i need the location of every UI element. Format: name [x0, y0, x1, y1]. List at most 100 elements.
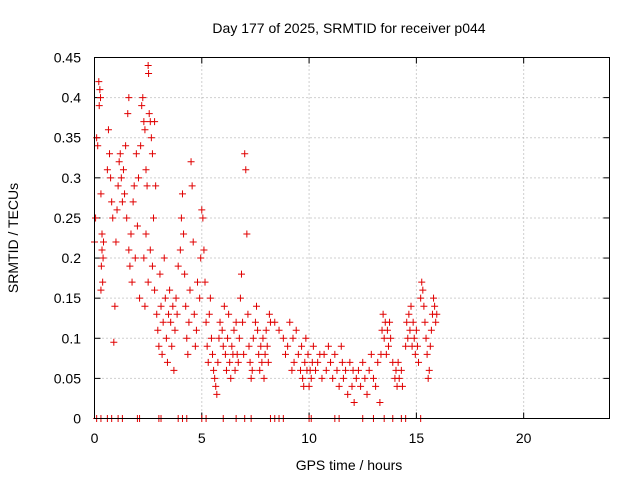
data-point	[144, 62, 152, 70]
data-point	[331, 350, 339, 358]
data-point	[207, 334, 215, 342]
x-tick-label: 20	[516, 430, 532, 446]
data-point	[329, 374, 337, 382]
data-point	[98, 246, 106, 254]
data-point	[425, 366, 433, 374]
data-point	[173, 310, 181, 318]
data-point	[125, 94, 133, 102]
data-point	[214, 358, 222, 366]
data-point	[297, 366, 304, 374]
data-point	[423, 350, 431, 358]
data-point	[189, 238, 197, 246]
data-point	[122, 142, 130, 150]
data-point	[426, 342, 434, 350]
data-point	[302, 334, 310, 342]
data-point	[150, 214, 158, 222]
data-point	[200, 246, 208, 254]
data-point	[299, 374, 307, 382]
data-point	[265, 310, 273, 318]
data-point	[333, 366, 341, 374]
data-point	[213, 390, 221, 398]
data-point	[143, 182, 151, 190]
data-point	[394, 358, 402, 366]
data-point	[98, 230, 106, 238]
data-point	[286, 318, 294, 326]
data-point	[218, 326, 226, 334]
data-point	[219, 342, 227, 350]
data-point	[116, 150, 124, 158]
x-tick-labels: 0 5 10 15 20	[91, 430, 532, 446]
data-point	[127, 230, 135, 238]
data-point	[131, 254, 139, 262]
y-tick-label: 0.45	[54, 50, 81, 66]
data-point	[111, 302, 119, 310]
data-point	[417, 294, 425, 302]
data-point	[430, 294, 438, 302]
y-tick-label: 0.25	[54, 210, 81, 226]
data-point	[140, 254, 148, 262]
data-point	[344, 390, 352, 398]
data-point	[188, 182, 196, 190]
data-point	[129, 198, 137, 206]
data-point	[354, 366, 362, 374]
data-point	[124, 110, 132, 118]
data-point	[178, 190, 186, 198]
data-point	[158, 350, 166, 358]
data-point	[103, 166, 111, 174]
data-point	[367, 350, 375, 358]
data-point	[118, 198, 126, 206]
data-point	[148, 150, 156, 158]
data-point	[382, 350, 390, 358]
data-point	[221, 350, 229, 358]
data-point	[288, 366, 296, 374]
data-point	[99, 278, 107, 286]
data-point	[100, 238, 108, 246]
data-point	[191, 342, 199, 350]
data-point	[230, 326, 238, 334]
data-point	[431, 302, 439, 310]
data-point	[402, 342, 410, 350]
data-point	[156, 270, 164, 278]
data-point	[251, 318, 259, 326]
data-point	[372, 382, 380, 390]
data-point	[212, 382, 220, 390]
data-point	[243, 230, 251, 238]
data-point	[146, 246, 154, 254]
data-point	[258, 358, 266, 366]
data-point	[95, 102, 103, 110]
data-point	[141, 126, 149, 134]
data-point	[309, 342, 317, 350]
data-point	[196, 294, 204, 302]
data-point	[380, 334, 388, 342]
data-point	[180, 230, 188, 238]
data-point	[199, 214, 207, 222]
data-point	[109, 214, 117, 222]
data-point	[151, 286, 159, 294]
data-point	[412, 326, 420, 334]
data-point	[260, 374, 268, 382]
data-point	[404, 334, 412, 342]
data-point	[259, 334, 267, 342]
x-tick-label: 0	[91, 430, 99, 446]
data-point	[433, 310, 441, 318]
data-point	[248, 366, 256, 374]
data-point	[107, 174, 115, 182]
data-point	[235, 334, 243, 342]
data-point	[301, 358, 309, 366]
data-point	[256, 366, 264, 374]
data-point	[187, 158, 195, 166]
data-point	[305, 382, 313, 390]
data-point	[125, 246, 133, 254]
data-point	[415, 358, 423, 366]
data-point	[110, 338, 118, 346]
data-point	[192, 326, 200, 334]
data-point	[338, 358, 346, 366]
grid-lines	[94, 57, 610, 419]
data-point	[181, 270, 189, 278]
data-point	[166, 286, 174, 294]
data-point	[335, 382, 343, 390]
data-point	[407, 302, 415, 310]
data-point	[154, 326, 162, 334]
data-point	[352, 374, 360, 382]
data-point	[168, 342, 176, 350]
